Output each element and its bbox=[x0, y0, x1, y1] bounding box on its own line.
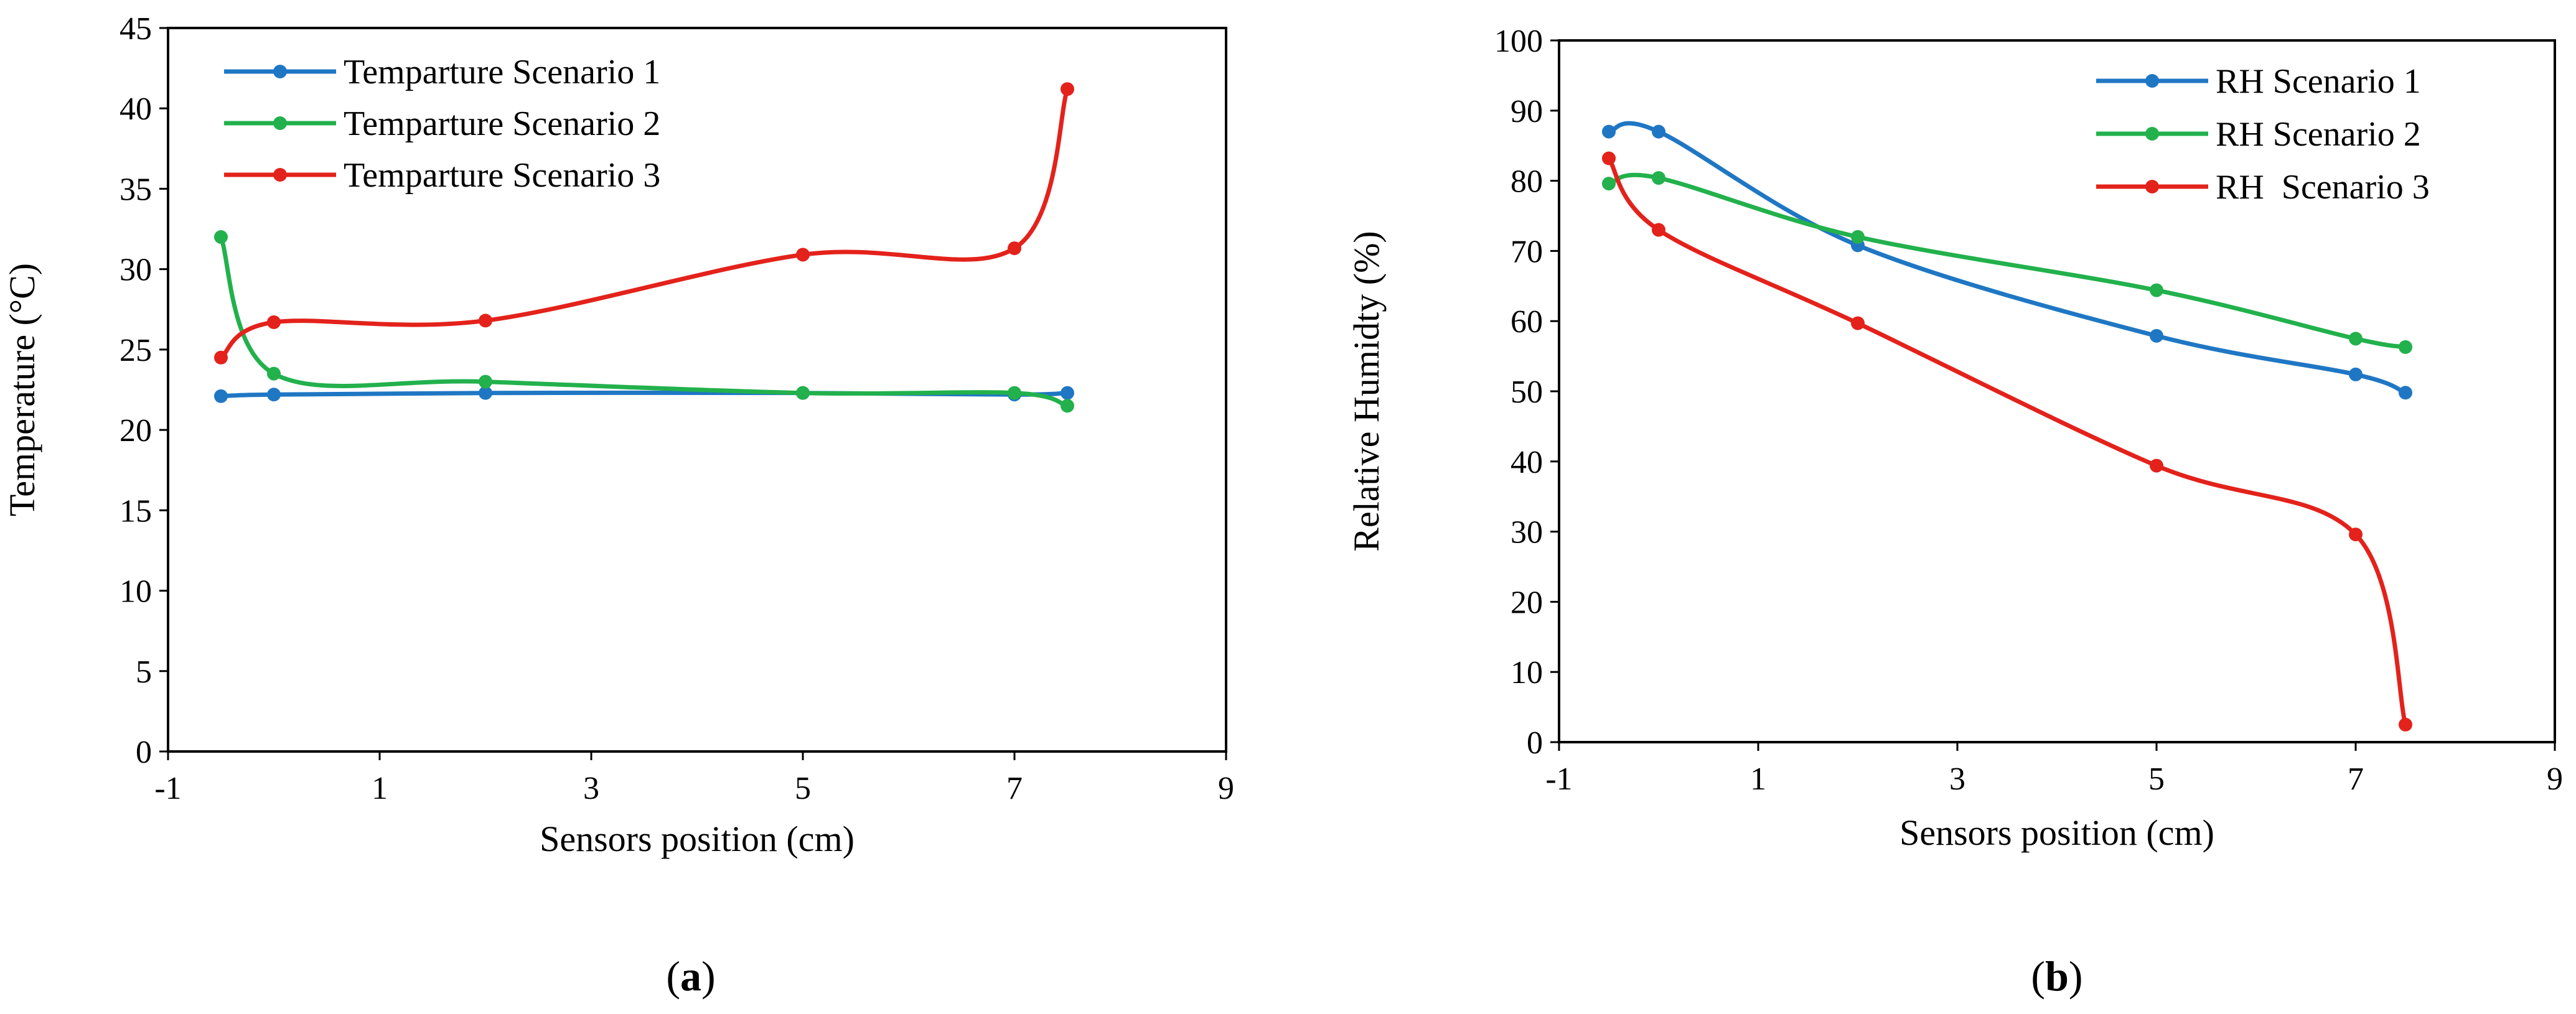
data-point bbox=[1061, 386, 1074, 400]
data-point bbox=[2349, 332, 2363, 346]
y-tick-label: 25 bbox=[119, 333, 152, 368]
x-tick-label: 3 bbox=[1949, 761, 1965, 797]
y-tick-label: 35 bbox=[119, 172, 152, 207]
data-point bbox=[1008, 241, 1021, 256]
data-point bbox=[479, 386, 492, 400]
data-point bbox=[1652, 171, 1665, 185]
data-point bbox=[2150, 458, 2163, 473]
legend-marker bbox=[2145, 74, 2159, 88]
legend-marker bbox=[2145, 180, 2159, 193]
data-point bbox=[1061, 82, 1074, 96]
data-point bbox=[267, 315, 281, 329]
x-tick-label: 5 bbox=[2148, 761, 2165, 797]
data-point bbox=[1602, 151, 1616, 165]
y-tick-label: 0 bbox=[136, 735, 152, 770]
y-tick-label: 40 bbox=[1510, 445, 1543, 480]
y-axis-label: Temperature (°C) bbox=[2, 263, 42, 516]
y-tick-label: 45 bbox=[119, 11, 152, 47]
legend-label: RH Scenario 1 bbox=[2216, 62, 2421, 101]
y-tick-label: 70 bbox=[1510, 234, 1543, 269]
x-tick-label: 5 bbox=[795, 771, 811, 806]
x-tick-label: -1 bbox=[1545, 761, 1572, 797]
figure-caption: (b) bbox=[2031, 952, 2082, 1000]
y-tick-label: 0 bbox=[1527, 725, 1543, 761]
y-tick-label: 90 bbox=[1510, 94, 1543, 129]
series-line-2 bbox=[1606, 172, 2408, 350]
y-tick-label: 40 bbox=[119, 91, 152, 127]
data-point bbox=[1602, 124, 1616, 139]
x-tick-label: 9 bbox=[1218, 771, 1234, 806]
x-tick-label: 1 bbox=[372, 771, 388, 806]
legend-label: Temparture Scenario 3 bbox=[344, 156, 660, 195]
data-point bbox=[1061, 399, 1074, 413]
legend-label: RH Scenario 2 bbox=[2216, 115, 2421, 154]
x-tick-label: 7 bbox=[1006, 771, 1023, 806]
series-line-2 bbox=[218, 235, 1070, 408]
x-tick-label: 1 bbox=[1750, 761, 1766, 797]
data-point bbox=[1652, 223, 1665, 237]
legend-marker bbox=[273, 168, 287, 182]
y-tick-label: 30 bbox=[1510, 515, 1543, 551]
y-tick-label: 20 bbox=[1510, 585, 1543, 620]
legend-marker bbox=[2145, 127, 2159, 141]
x-tick-label: -1 bbox=[154, 771, 181, 806]
y-tick-label: 50 bbox=[1510, 374, 1543, 410]
data-point bbox=[1602, 177, 1616, 191]
plot-area-frame bbox=[167, 27, 1227, 753]
data-point bbox=[2150, 328, 2163, 343]
y-axis-label: Relative Humidty (%) bbox=[1346, 231, 1387, 551]
figure-caption: (a) bbox=[666, 952, 715, 1000]
data-point bbox=[2399, 717, 2412, 732]
data-point bbox=[2349, 367, 2363, 381]
legend-marker bbox=[273, 65, 287, 78]
data-point bbox=[479, 374, 492, 389]
x-tick-label: 7 bbox=[2348, 761, 2364, 797]
data-point bbox=[2349, 528, 2363, 542]
series-line-3 bbox=[1606, 156, 2408, 727]
y-tick-label: 60 bbox=[1510, 304, 1543, 340]
data-point bbox=[267, 388, 281, 402]
data-point bbox=[796, 386, 810, 400]
legend-marker bbox=[273, 116, 287, 130]
y-tick-label: 20 bbox=[119, 413, 152, 449]
y-tick-label: 10 bbox=[1510, 655, 1543, 691]
series-line-3 bbox=[218, 86, 1070, 360]
data-point bbox=[1851, 316, 1865, 330]
y-tick-label: 30 bbox=[119, 253, 152, 288]
data-point bbox=[1652, 124, 1665, 139]
data-point bbox=[2150, 283, 2163, 297]
y-tick-label: 15 bbox=[119, 493, 152, 529]
x-tick-label: 9 bbox=[2547, 761, 2563, 797]
legend-label: Temparture Scenario 2 bbox=[344, 105, 660, 143]
data-point bbox=[214, 389, 228, 403]
y-tick-label: 80 bbox=[1510, 164, 1543, 200]
legend-label: RH Scenario 3 bbox=[2216, 168, 2430, 207]
data-point bbox=[479, 314, 492, 328]
x-axis-label: Sensors position (cm) bbox=[1899, 812, 2214, 853]
data-point bbox=[796, 248, 810, 262]
x-tick-label: 3 bbox=[583, 771, 599, 806]
data-point bbox=[267, 366, 281, 381]
chart-b: 0 10 20 30 40 50 60 70 80 90 100 -1 1 3 5 7 9 Sensors pos… bbox=[1346, 24, 2563, 1000]
data-point bbox=[2399, 386, 2412, 400]
data-point bbox=[214, 230, 228, 244]
data-point bbox=[1008, 386, 1021, 400]
data-point bbox=[1851, 230, 1865, 244]
y-tick-label: 5 bbox=[136, 654, 152, 690]
x-axis-label: Sensors position (cm) bbox=[540, 819, 855, 859]
data-point bbox=[214, 350, 228, 365]
data-point bbox=[2399, 340, 2412, 354]
y-tick-label: 10 bbox=[119, 574, 152, 610]
caption-letter: b bbox=[2045, 952, 2069, 1000]
series-line-1 bbox=[1606, 121, 2408, 395]
caption-letter: a bbox=[680, 952, 701, 1000]
legend-label: Temparture Scenario 1 bbox=[344, 53, 660, 91]
y-tick-label: 100 bbox=[1494, 24, 1543, 59]
